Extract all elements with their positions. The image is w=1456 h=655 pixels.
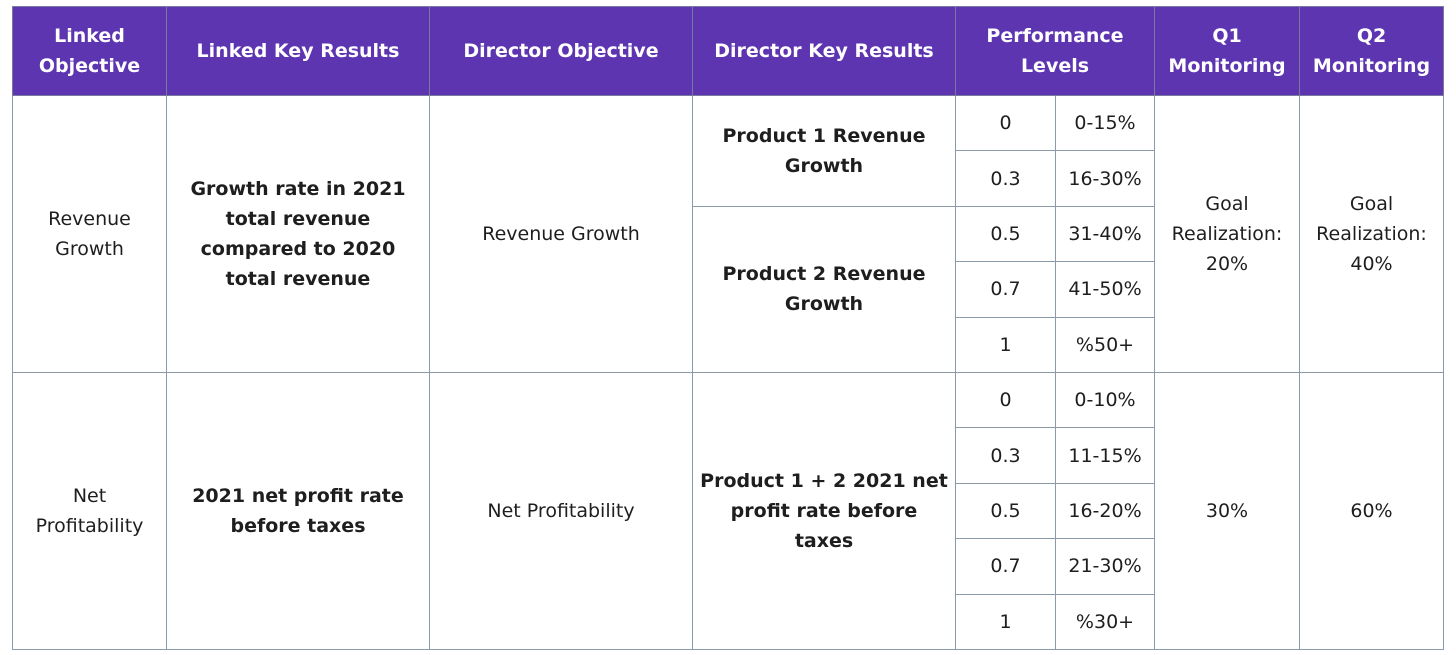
linked-objective-cell: Revenue Growth [12, 95, 167, 373]
q2-monitoring-cell: Goal Realization: 40% [1299, 95, 1444, 373]
director-objective-cell: Revenue Growth [429, 95, 693, 373]
header-director-objective: Director Objective [429, 6, 693, 96]
performance-level-score: 0.7 [955, 261, 1056, 318]
q2-monitoring-cell: 60% [1299, 371, 1444, 651]
performance-level-range: 16-20% [1055, 482, 1155, 540]
header-linked-objective: Linked Objective [12, 6, 167, 96]
performance-level-score: 0 [955, 94, 1056, 152]
performance-level-score: 0.7 [955, 538, 1056, 595]
performance-level-score: 0 [955, 371, 1056, 429]
performance-level-score: 0.3 [955, 150, 1056, 207]
director-objective-cell: Net Profitability [429, 371, 693, 651]
header-linked-key-results: Linked Key Results [166, 6, 430, 96]
table-row: Net Profitability 2021 net profit rate b… [12, 371, 1444, 651]
linked-objective-cell: Net Profitability [12, 371, 167, 651]
performance-level-range: 41-50% [1055, 261, 1155, 318]
linked-key-result-cell: Growth rate in 2021 total revenue compar… [166, 95, 430, 373]
header-row: Linked Objective Linked Key Results Dire… [12, 6, 1444, 96]
linked-key-result-cell: 2021 net profit rate before taxes [166, 371, 430, 651]
table-row: Revenue Growth Growth rate in 2021 total… [12, 94, 1444, 373]
performance-level-range: 16-30% [1055, 150, 1155, 207]
performance-level-score: 0.5 [955, 482, 1056, 540]
performance-level-score: 0.5 [955, 205, 1056, 263]
performance-level-range: 21-30% [1055, 538, 1155, 595]
performance-level-range: 0-10% [1055, 371, 1155, 429]
director-key-result-cell: Product 1 Revenue Growth [692, 95, 956, 207]
performance-level-range: %30+ [1055, 593, 1155, 651]
header-performance-levels: Performance Levels [955, 6, 1155, 96]
q1-monitoring-cell: Goal Realization: 20% [1154, 95, 1300, 373]
header-q1-monitoring: Q1 Monitoring [1154, 6, 1300, 96]
okr-table: Linked Objective Linked Key Results Dire… [12, 6, 1444, 651]
performance-level-range: 11-15% [1055, 427, 1155, 484]
table-row: 0.7 41-50% [13, 261, 1444, 318]
table-row: 1 %30+ [13, 593, 1444, 651]
performance-level-range: 0-15% [1055, 94, 1155, 152]
table-row: 0.7 21-30% [13, 538, 1444, 595]
performance-level-score: 1 [955, 316, 1056, 373]
header-director-key-results: Director Key Results [692, 6, 956, 96]
performance-level-score: 0.3 [955, 427, 1056, 484]
table-row: 0.3 16-30% [13, 150, 1444, 207]
q1-monitoring-cell: 30% [1154, 371, 1300, 651]
performance-level-range: %50+ [1055, 316, 1155, 373]
performance-level-range: 31-40% [1055, 205, 1155, 263]
table-row: 0.3 11-15% [13, 427, 1444, 484]
director-key-result-cell: Product 2 Revenue Growth [692, 205, 956, 373]
director-key-result-cell: Product 1 + 2 2021 net profit rate befor… [692, 371, 956, 651]
performance-level-score: 1 [955, 593, 1056, 651]
header-q2-monitoring: Q2 Monitoring [1299, 6, 1444, 96]
